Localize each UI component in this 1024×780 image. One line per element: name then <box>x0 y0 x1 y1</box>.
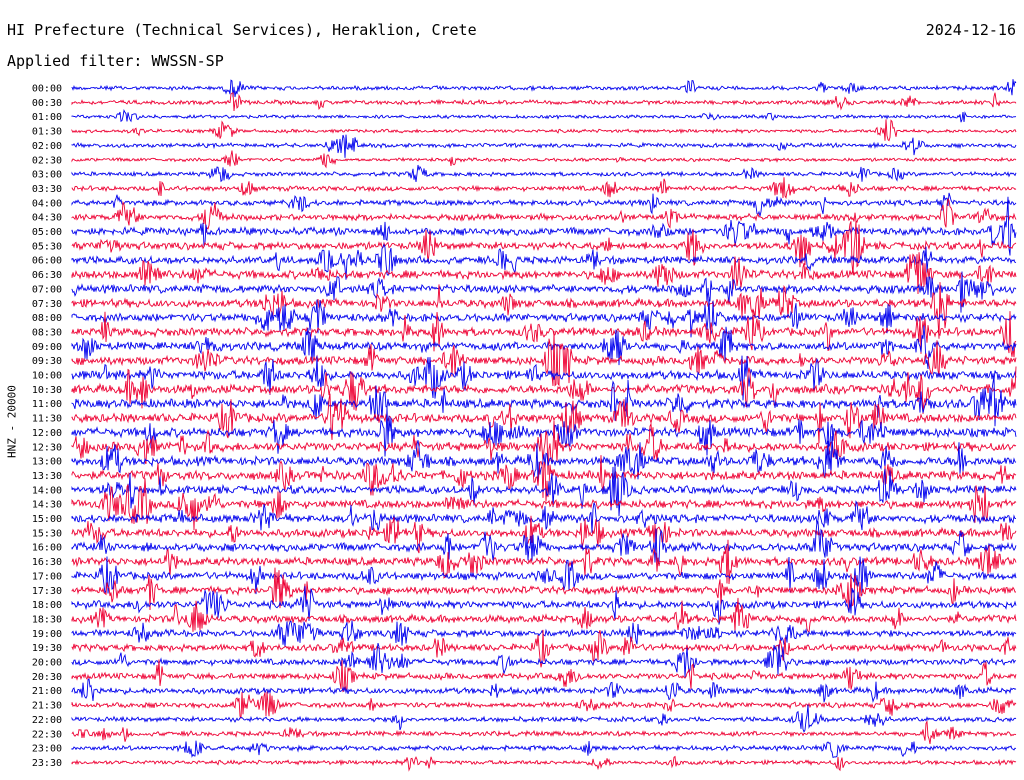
time-label: 12:00 <box>32 428 62 439</box>
trace-02:00 <box>71 134 1017 158</box>
time-label: 13:30 <box>32 471 62 482</box>
time-label: 11:00 <box>32 399 62 410</box>
time-label: 02:00 <box>32 141 62 152</box>
trace-03:30 <box>71 177 1017 200</box>
trace-00:00 <box>71 79 1017 98</box>
trace-16:00 <box>71 521 1017 565</box>
time-label: 01:00 <box>32 112 62 123</box>
time-label: 05:00 <box>32 227 62 238</box>
trace-13:00 <box>71 436 1017 484</box>
time-label: 19:00 <box>32 629 62 640</box>
time-label: 15:30 <box>32 528 62 539</box>
time-label: 09:00 <box>32 342 62 353</box>
time-label: 04:30 <box>32 213 62 224</box>
trace-23:30 <box>71 755 1017 772</box>
time-label: 18:30 <box>32 614 62 625</box>
time-label: 10:00 <box>32 371 62 382</box>
time-label: 06:00 <box>32 256 62 267</box>
time-label: 16:00 <box>32 543 62 554</box>
time-label: 21:30 <box>32 701 62 712</box>
trace-19:00 <box>71 620 1017 647</box>
trace-22:30 <box>71 720 1017 744</box>
trace-07:00 <box>71 271 1017 313</box>
trace-01:30 <box>71 119 1017 142</box>
trace-22:00 <box>71 704 1017 733</box>
trace-03:00 <box>71 164 1017 183</box>
trace-07:30 <box>71 282 1017 339</box>
time-label: 23:00 <box>32 744 62 755</box>
trace-08:30 <box>71 310 1017 358</box>
applied-filter: Applied filter: WWSSN-SP <box>7 52 224 70</box>
time-label: 22:00 <box>32 715 62 726</box>
trace-10:00 <box>71 355 1017 401</box>
time-label: 00:00 <box>32 84 62 95</box>
trace-18:30 <box>71 597 1017 634</box>
time-label: 15:00 <box>32 514 62 525</box>
time-label: 10:30 <box>32 385 62 396</box>
time-label: 00:30 <box>32 98 62 109</box>
time-label: 20:30 <box>32 672 62 683</box>
time-label: 16:30 <box>32 557 62 568</box>
time-label: 23:30 <box>32 758 62 769</box>
trace-06:00 <box>71 243 1017 280</box>
trace-05:30 <box>71 220 1017 275</box>
trace-12:00 <box>71 406 1017 457</box>
time-label: 22:30 <box>32 729 62 740</box>
trace-15:00 <box>71 500 1016 533</box>
time-label: 08:30 <box>32 327 62 338</box>
trace-02:30 <box>71 150 1017 169</box>
time-label: 03:00 <box>32 170 62 181</box>
trace-21:00 <box>71 678 1017 704</box>
time-label: 06:30 <box>32 270 62 281</box>
trace-18:00 <box>71 586 1017 625</box>
time-label: 19:30 <box>32 643 62 654</box>
time-label: 17:00 <box>32 571 62 582</box>
time-label: 13:00 <box>32 457 62 468</box>
trace-09:30 <box>71 330 1017 387</box>
time-label: 11:30 <box>32 414 62 425</box>
trace-23:00 <box>71 740 1017 758</box>
trace-13:30 <box>71 455 1017 502</box>
time-label: 05:30 <box>32 241 62 252</box>
time-label: 17:30 <box>32 586 62 597</box>
trace-00:30 <box>71 92 1017 112</box>
trace-11:30 <box>71 393 1017 444</box>
time-label: 01:30 <box>32 127 62 138</box>
trace-04:30 <box>71 198 1017 233</box>
time-label: 07:00 <box>32 284 62 295</box>
trace-08:00 <box>71 297 1017 338</box>
time-label: 03:30 <box>32 184 62 195</box>
time-label: 09:30 <box>32 356 62 367</box>
record-date: 2024-12-16 <box>925 21 1016 39</box>
time-label: 07:30 <box>32 299 62 310</box>
time-label: 12:30 <box>32 442 62 453</box>
trace-10:30 <box>71 366 1017 414</box>
time-label: 14:30 <box>32 500 62 511</box>
trace-17:00 <box>71 556 1017 596</box>
time-label: 08:00 <box>32 313 62 324</box>
trace-16:30 <box>71 539 1017 585</box>
trace-20:00 <box>71 642 1017 678</box>
trace-04:00 <box>71 192 1017 217</box>
trace-11:00 <box>71 376 1017 427</box>
time-label: 02:30 <box>32 155 62 166</box>
trace-15:30 <box>71 515 1017 554</box>
trace-19:30 <box>71 629 1017 668</box>
time-label: 21:00 <box>32 686 62 697</box>
time-label: 14:00 <box>32 485 62 496</box>
trace-01:00 <box>71 109 1017 123</box>
trace-05:00 <box>71 196 1017 256</box>
time-label: 18:00 <box>32 600 62 611</box>
trace-09:00 <box>71 325 1017 370</box>
trace-06:30 <box>71 252 1017 295</box>
trace-20:30 <box>71 659 1017 693</box>
station-title: HI Prefecture (Technical Services), Hera… <box>7 21 477 39</box>
trace-14:30 <box>71 478 1017 531</box>
time-label: 04:00 <box>32 198 62 209</box>
trace-14:00 <box>71 464 1017 517</box>
time-label: 20:00 <box>32 658 62 669</box>
trace-21:30 <box>71 691 1017 719</box>
